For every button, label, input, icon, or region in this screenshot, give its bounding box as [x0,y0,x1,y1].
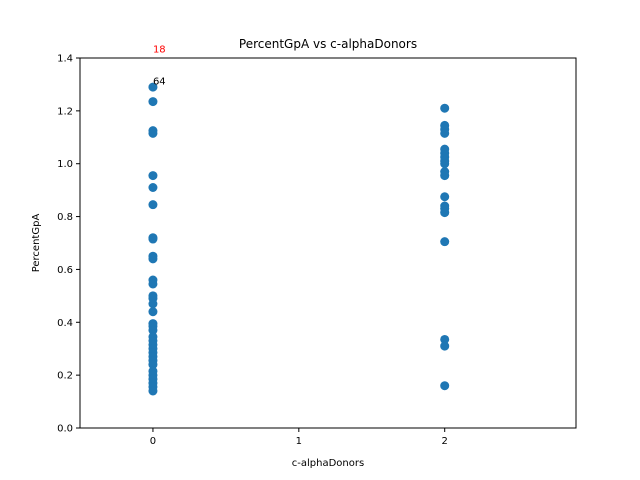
data-point [440,334,450,344]
data-point [148,386,158,396]
data-point [148,82,158,92]
data-point [148,183,158,192]
y-axis-label: PercentGpA [31,214,42,273]
y-tick-label: 0.2 [57,371,73,382]
data-point [148,171,158,181]
y-axis: 0.0 0.2 0.4 0.6 0.8 1.0 1.2 1.4 [57,54,80,435]
y-tick-label: 0.4 [57,318,73,329]
x-axis: 0 1 2 [150,428,448,447]
points-layer [148,82,450,396]
y-tick-label: 1.0 [57,159,73,170]
x-tick-label: 0 [150,436,156,447]
chart-title: PercentGpA vs c-alphaDonors [239,37,417,51]
data-point [148,234,158,244]
data-point [440,208,450,218]
data-point [148,128,158,138]
point-annotation: 64 [153,76,166,87]
data-point [440,103,450,113]
data-point [148,360,158,370]
data-point [440,237,450,247]
x-tick-label: 1 [296,436,302,447]
data-point [148,307,158,317]
data-point [148,299,158,309]
data-point [148,254,158,264]
data-point [148,279,158,289]
data-point [148,325,158,335]
data-point [440,171,450,181]
data-point [440,381,450,391]
data-point [440,192,450,202]
x-axis-label: c-alphaDonors [292,458,364,469]
x-tick-label: 2 [442,436,448,447]
data-point [148,97,158,107]
y-tick-label: 1.4 [57,54,73,65]
data-point [440,341,450,351]
data-point [440,128,450,138]
plot-frame [79,57,577,429]
point-annotation: 18 [153,45,166,56]
data-point [440,159,450,169]
data-point [148,200,158,210]
y-tick-label: 0.0 [57,424,73,435]
y-tick-label: 1.2 [57,106,73,117]
y-tick-label: 0.6 [57,265,73,276]
y-tick-label: 0.8 [57,212,73,223]
